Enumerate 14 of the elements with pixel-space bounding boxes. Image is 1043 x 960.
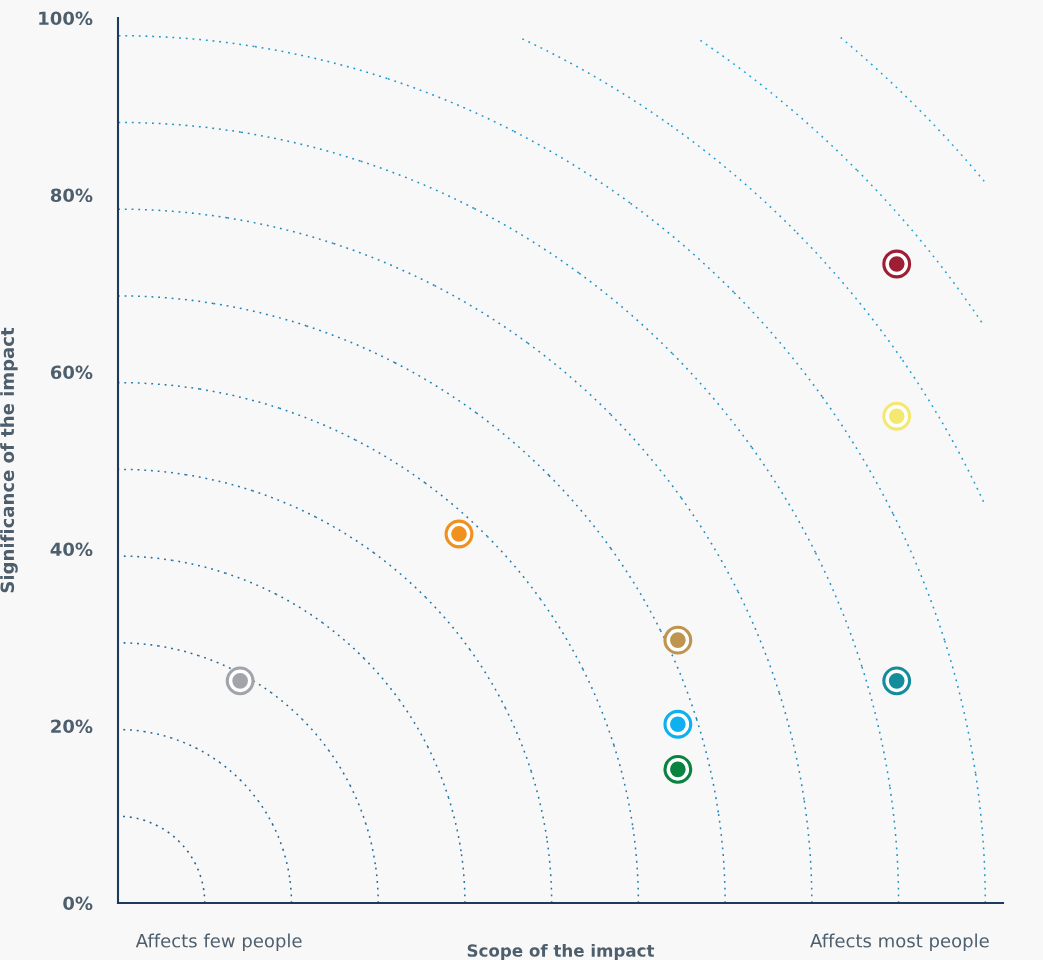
point: [882, 666, 912, 696]
y-axis-title: Significance of the impact: [0, 327, 18, 593]
point: [663, 754, 693, 784]
y-tick-label: 20%: [51, 719, 93, 734]
y-tick-label: 40%: [50, 542, 93, 557]
point: [882, 401, 912, 431]
y-tick-label: 60%: [50, 365, 93, 380]
text: Affects most people: [810, 933, 989, 952]
point: [882, 249, 912, 279]
y-tick-label: 80%: [50, 188, 93, 203]
y-tick-label: 100%: [39, 11, 93, 26]
x-axis-title: Scope of the impact: [467, 943, 655, 960]
y-tick-label: 0%: [63, 896, 93, 911]
text: Affects few people: [135, 933, 302, 952]
